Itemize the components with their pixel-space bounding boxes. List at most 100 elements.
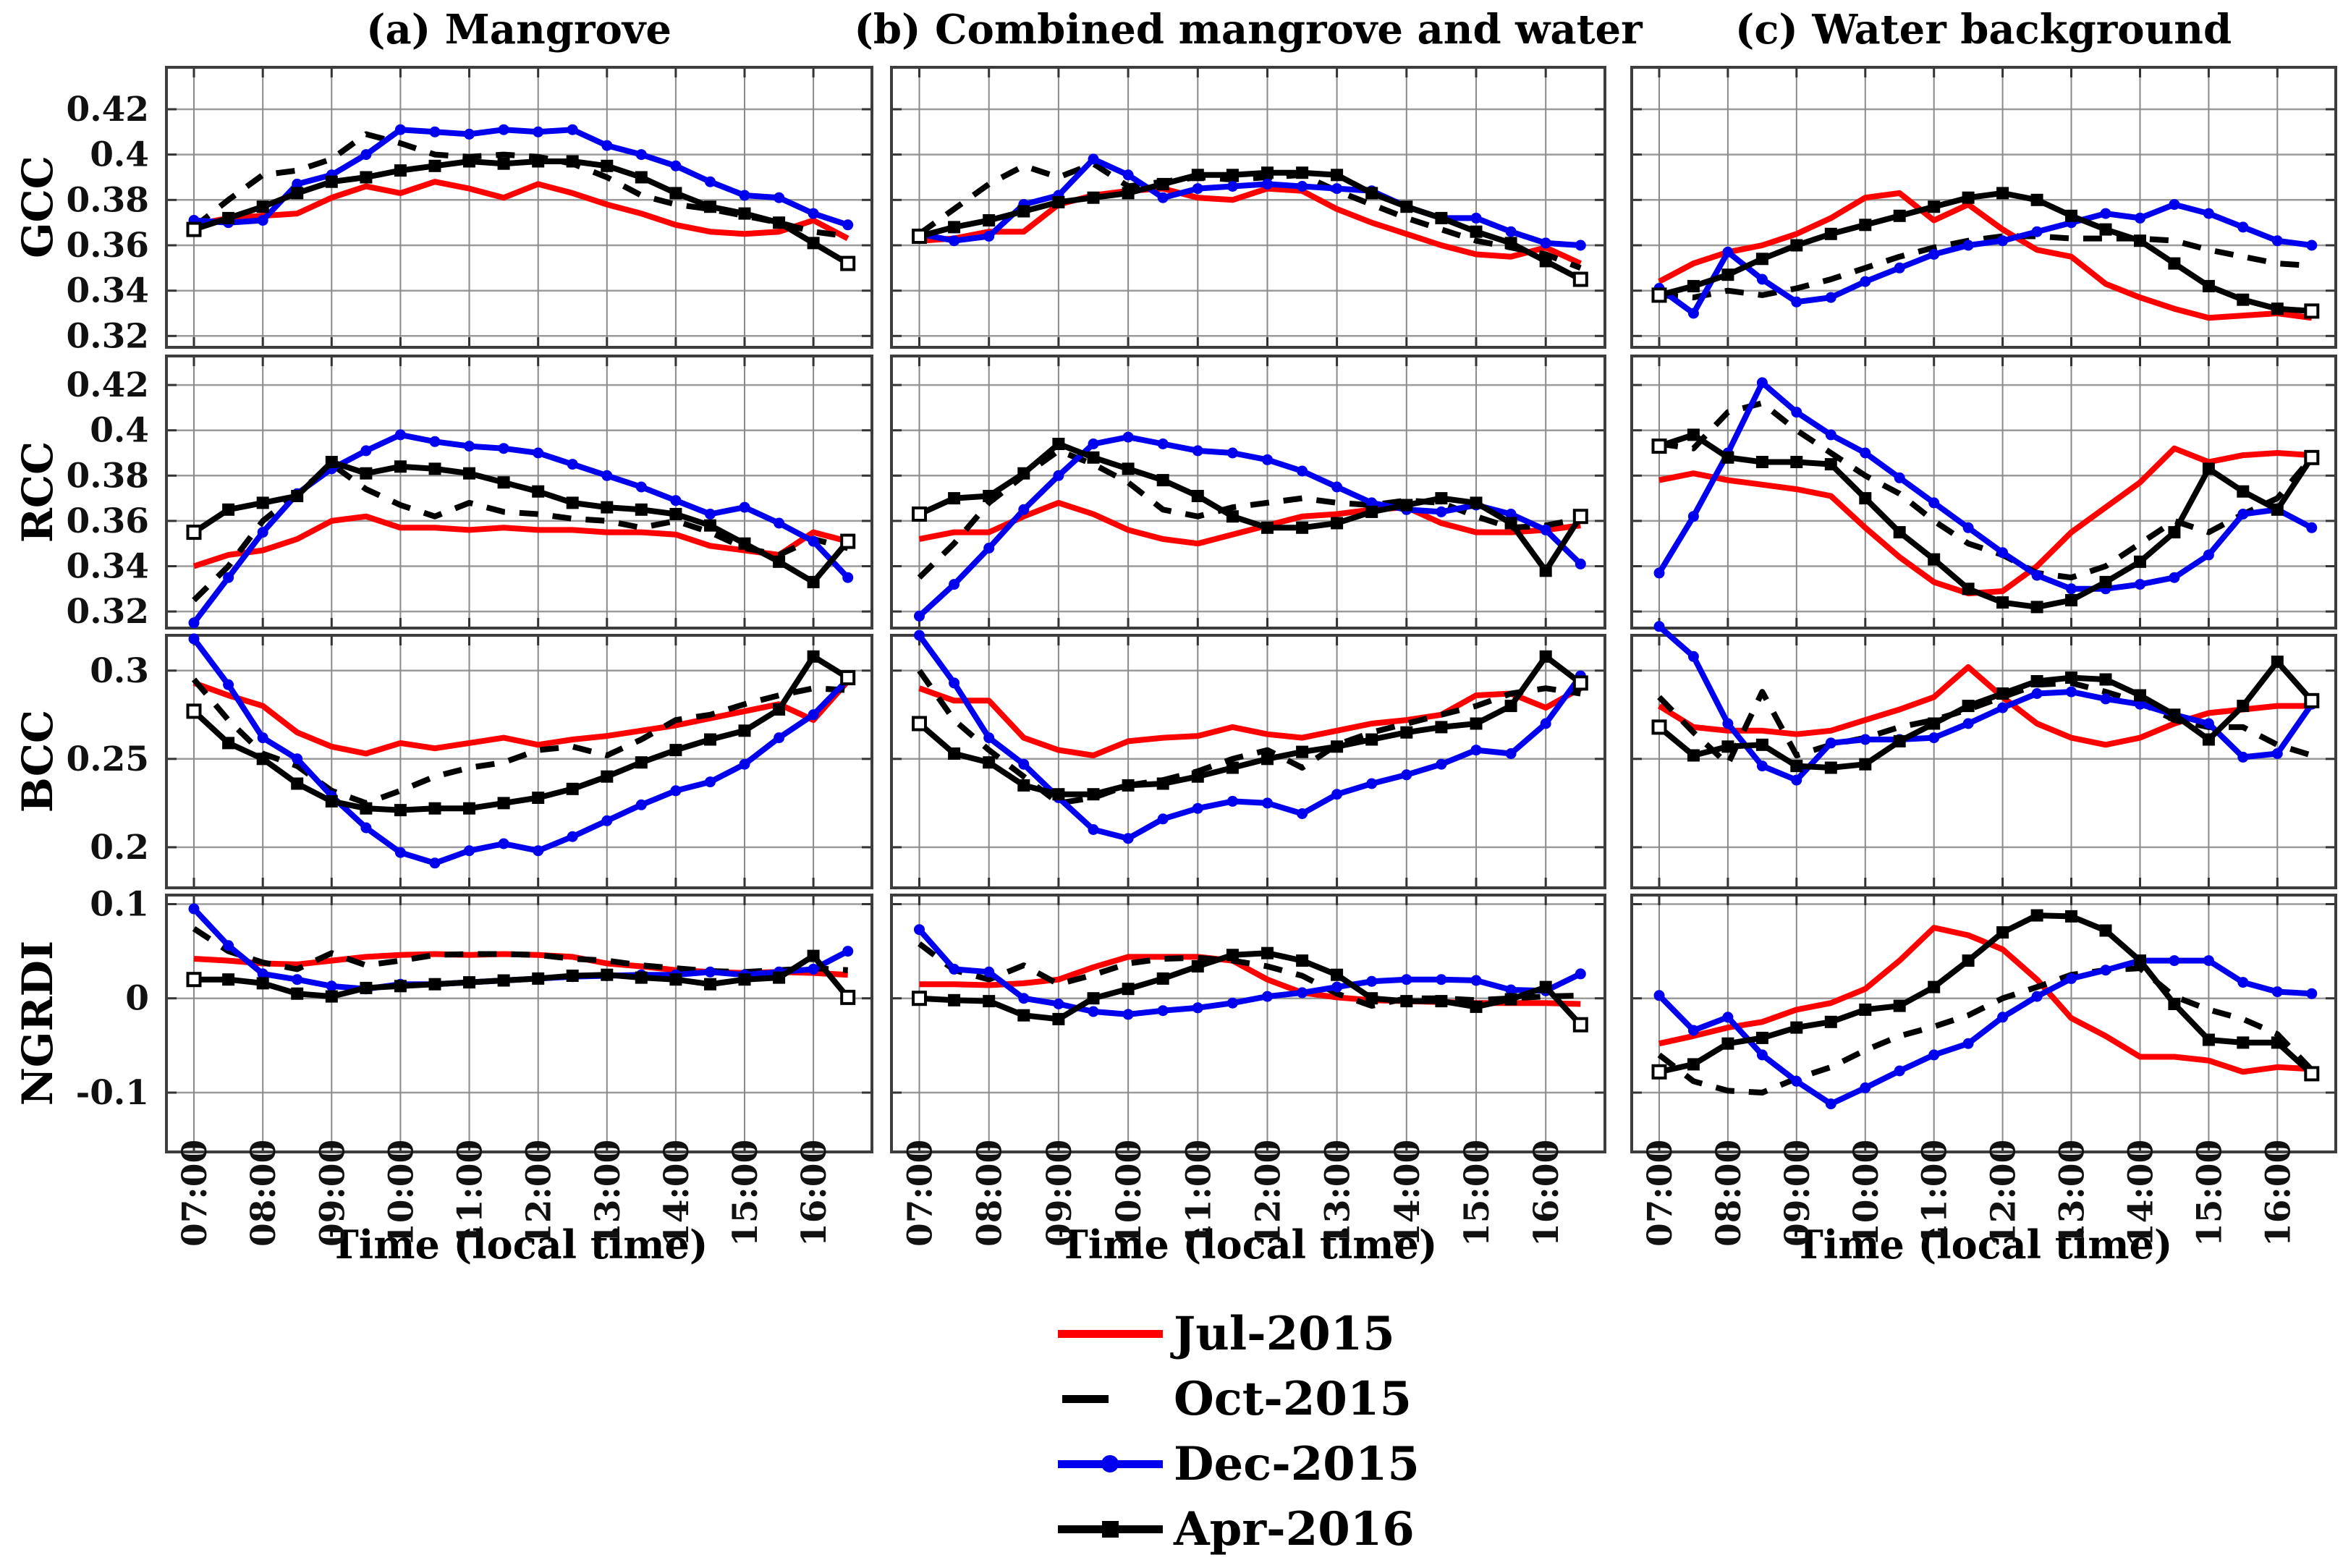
x-axis-label-a: Time (local time) xyxy=(329,1221,708,1268)
svg-text:0.38: 0.38 xyxy=(67,180,149,220)
series-dec-2015 xyxy=(1657,624,2315,784)
series-apr-2016 xyxy=(192,459,850,585)
svg-text:0.4: 0.4 xyxy=(90,135,149,175)
svg-text:0: 0 xyxy=(125,979,149,1019)
svg-text:0.34: 0.34 xyxy=(67,547,149,587)
series-oct-2015 xyxy=(192,926,848,975)
legend-label: Jul-2015 xyxy=(1174,1306,1395,1361)
svg-text:08:00: 08:00 xyxy=(244,1140,284,1247)
svg-text:11:00: 11:00 xyxy=(1179,1140,1219,1247)
svg-text:15:00: 15:00 xyxy=(2190,1140,2229,1247)
legend-swatch-black-dash-icon xyxy=(1058,1388,1174,1410)
series-jul-2015 xyxy=(192,679,850,757)
series-dec-2015 xyxy=(918,156,1581,248)
svg-text:08:00: 08:00 xyxy=(1709,1140,1749,1247)
svg-text:12:00: 12:00 xyxy=(1984,1140,2024,1247)
legend-swatch-black-line-square-icon xyxy=(1058,1518,1174,1540)
svg-text:07:00: 07:00 xyxy=(1640,1140,1680,1247)
svg-text:0.2: 0.2 xyxy=(90,828,149,868)
legend-label: Oct-2015 xyxy=(1174,1371,1412,1426)
svg-text:09:00: 09:00 xyxy=(1040,1140,1080,1247)
svg-text:09:00: 09:00 xyxy=(1778,1140,1818,1247)
series-jul-2015 xyxy=(1658,445,2313,597)
legend-label: Dec-2015 xyxy=(1174,1436,1420,1491)
svg-text:13:00: 13:00 xyxy=(1318,1140,1358,1247)
svg-text:09:00: 09:00 xyxy=(313,1140,352,1247)
x-axis-label-c: Time (local time) xyxy=(1794,1221,2173,1268)
svg-text:-0.1: -0.1 xyxy=(76,1073,149,1113)
subplot-bcc-c xyxy=(1630,621,2337,889)
subplot-ngrdi-b: 07:00 08:00 09:00 10:00 11:00 12:00 13:00 14:00… xyxy=(890,894,1606,1247)
svg-text:0.32: 0.32 xyxy=(67,316,149,356)
legend-item-jul-2015: Jul-2015 xyxy=(1058,1301,1420,1366)
series-oct-2015 xyxy=(1658,233,2313,301)
series-jul-2015 xyxy=(1658,190,2313,321)
svg-text:14:00: 14:00 xyxy=(2122,1140,2161,1247)
subplot-rcc-a: 0.42 0.4 0.38 0.36 0.34 0.32 xyxy=(67,355,873,632)
svg-text:11:00: 11:00 xyxy=(451,1140,491,1247)
series-oct-2015 xyxy=(918,941,1581,1009)
svg-text:13:00: 13:00 xyxy=(2053,1140,2093,1247)
svg-text:10:00: 10:00 xyxy=(381,1140,421,1247)
series-jul-2015 xyxy=(918,685,1583,758)
svg-text:0.38: 0.38 xyxy=(67,456,149,496)
subplot-title-a: (a) Mangrove xyxy=(366,6,671,54)
series-dec-2015 xyxy=(917,434,1583,619)
series-jul-2015 xyxy=(919,185,1582,266)
series-dec-2015 xyxy=(917,633,1583,842)
svg-text:13:00: 13:00 xyxy=(588,1140,628,1247)
legend-swatch-red-line-icon xyxy=(1058,1323,1174,1344)
svg-text:07:00: 07:00 xyxy=(901,1140,941,1247)
series-dec-2015 xyxy=(917,928,1583,1017)
svg-text:0.3: 0.3 xyxy=(90,651,149,691)
svg-text:0.42: 0.42 xyxy=(67,90,149,130)
series-dec-2015 xyxy=(193,127,849,228)
subplot-gcc-c xyxy=(1630,66,2337,349)
svg-text:0.4: 0.4 xyxy=(90,411,149,451)
series-oct-2015 xyxy=(191,677,848,806)
series-jul-2015 xyxy=(918,499,1581,547)
svg-text:12:00: 12:00 xyxy=(520,1140,559,1247)
subplot-title-c: (c) Water background xyxy=(1734,6,2232,54)
series-dec-2015 xyxy=(191,637,850,866)
svg-text:14:00: 14:00 xyxy=(1388,1140,1428,1247)
svg-text:14:00: 14:00 xyxy=(657,1140,697,1247)
legend-item-apr-2016: Apr-2016 xyxy=(1058,1496,1420,1561)
series-dec-2015 xyxy=(1657,201,2313,316)
legend: Jul-2015 Oct-2015 Dec-2015 Apr-2016 xyxy=(1058,1301,1420,1561)
svg-text:08:00: 08:00 xyxy=(970,1140,1010,1247)
svg-text:15:00: 15:00 xyxy=(726,1140,766,1247)
svg-text:11:00: 11:00 xyxy=(1915,1140,1955,1247)
series-apr-2016 xyxy=(1658,190,2313,314)
subplot-gcc-a: 0.42 0.4 0.38 0.36 0.34 0.32 xyxy=(67,66,873,356)
subplot-rcc-c xyxy=(1630,355,2337,630)
subplot-title-b: (b) Combined mangrove and water xyxy=(854,6,1643,54)
legend-swatch-blue-line-circle-icon xyxy=(1058,1453,1174,1475)
svg-text:07:00: 07:00 xyxy=(175,1140,215,1247)
subplot-bcc-b xyxy=(890,630,1606,889)
svg-text:0.42: 0.42 xyxy=(67,365,149,405)
svg-text:0.25: 0.25 xyxy=(67,739,149,779)
svg-text:12:00: 12:00 xyxy=(1249,1140,1289,1247)
subplot-ngrdi-a: 0.1 0 -0.1 07:00 08:00 09:00 10:00 11:00 12:00 13… xyxy=(76,885,873,1247)
svg-text:0.36: 0.36 xyxy=(67,501,149,541)
legend-label: Apr-2016 xyxy=(1174,1501,1415,1556)
subplot-ngrdi-c: 07:00 08:00 09:00 10:00 11:00 12:00 13:00 14:00… xyxy=(1630,894,2337,1247)
series-dec-2015 xyxy=(1656,379,2313,592)
series-jul-2015 xyxy=(1657,664,2312,748)
subplot-bcc-a: 0.3 0.25 0.2 xyxy=(67,633,873,889)
series-jul-2015 xyxy=(193,179,850,242)
svg-text:16:00: 16:00 xyxy=(2258,1140,2298,1247)
series-oct-2015 xyxy=(1657,679,2313,768)
svg-text:10:00: 10:00 xyxy=(1109,1140,1149,1247)
subplot-rcc-b xyxy=(890,355,1606,630)
svg-text:10:00: 10:00 xyxy=(1847,1140,1886,1247)
series-oct-2015 xyxy=(192,461,849,603)
legend-item-dec-2015: Dec-2015 xyxy=(1058,1431,1420,1496)
svg-text:0.36: 0.36 xyxy=(67,226,149,266)
svg-text:0.32: 0.32 xyxy=(67,592,149,632)
series-dec-2015 xyxy=(1657,957,2313,1107)
legend-item-oct-2015: Oct-2015 xyxy=(1058,1366,1420,1431)
series-jul-2015 xyxy=(1658,925,2313,1075)
